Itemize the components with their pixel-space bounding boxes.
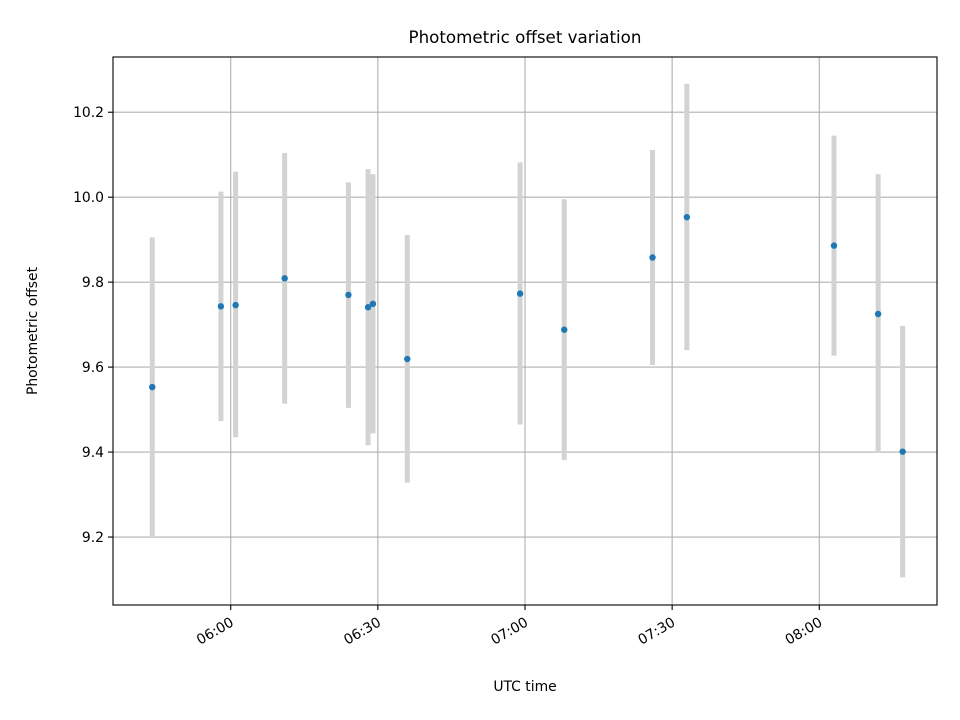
y-axis: 9.2 9.4 9.6 9.8 10.0 10.2 [73, 105, 113, 546]
data-point [404, 355, 411, 363]
y-tick-label: 10.0 [73, 190, 104, 206]
data-points [149, 213, 906, 455]
y-tick-label: 9.2 [82, 530, 104, 546]
y-tick-label: 10.2 [73, 105, 104, 121]
data-point [561, 326, 568, 333]
data-point [874, 310, 882, 318]
data-point [830, 242, 838, 249]
data-point [683, 213, 691, 221]
y-tick-label: 9.8 [82, 275, 104, 291]
data-point [369, 300, 377, 308]
data-point [281, 275, 288, 282]
y-axis-label: Photometric offset [25, 266, 41, 395]
data-point [345, 291, 352, 299]
x-axis-label: UTC time [493, 679, 556, 695]
data-point [899, 448, 906, 455]
chart-title: Photometric offset variation [409, 27, 642, 47]
data-point [364, 304, 372, 311]
grid [113, 57, 937, 605]
y-tick-label: 9.4 [82, 445, 104, 461]
data-point [649, 254, 656, 261]
data-point [232, 301, 239, 309]
data-point [516, 290, 524, 297]
data-point [149, 383, 156, 391]
y-tick-label: 9.6 [82, 360, 104, 376]
data-point [217, 303, 225, 310]
